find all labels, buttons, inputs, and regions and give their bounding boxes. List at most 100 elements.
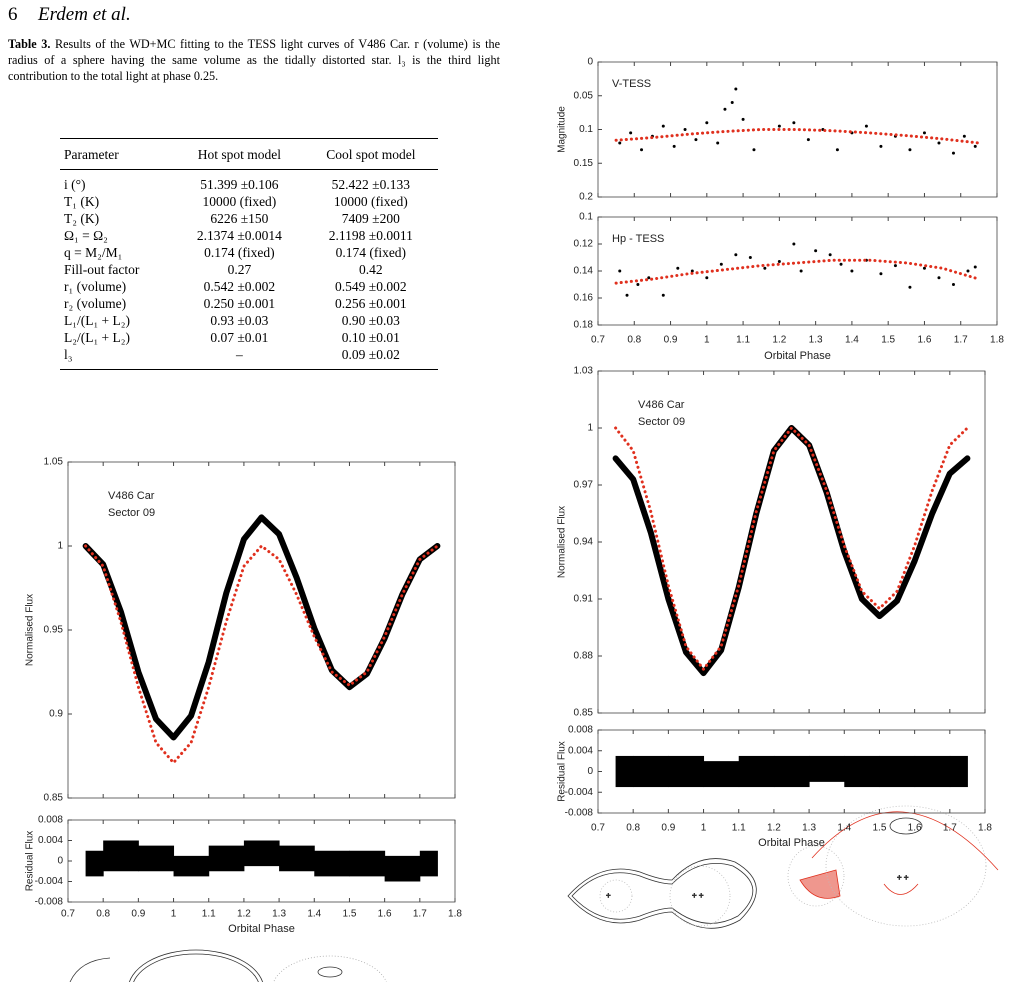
y-tick-label: 1 [57, 541, 63, 552]
annotation: Hp - TESS [612, 233, 664, 245]
y-axis-label: Magnitude [557, 106, 568, 153]
y-tick-label: 0.008 [38, 815, 63, 826]
y-axis-label: Normalised Flux [557, 506, 568, 578]
data-point [828, 253, 832, 257]
x-tick-label: 1.6 [378, 909, 392, 920]
x-tick-label: 1.1 [732, 823, 746, 834]
table-cell: – [236, 346, 243, 362]
data-point [908, 148, 912, 152]
x-tick-label: 1.2 [772, 335, 786, 346]
x-tick-label: 0.7 [61, 909, 75, 920]
data-point [973, 144, 977, 148]
model-curve [84, 544, 439, 765]
x-tick-label: 1 [171, 909, 177, 920]
data-point [973, 265, 977, 269]
x-tick-label: 1.7 [954, 335, 968, 346]
residual-band [773, 755, 810, 788]
data-point [792, 121, 796, 125]
x-tick-label: 1.7 [943, 823, 957, 834]
table-cell: 0.42 [359, 261, 383, 277]
y-tick-label: 0.94 [574, 537, 594, 548]
y-tick-label: 1.05 [44, 457, 64, 468]
chart: 0.85 0.9 0.95 1 1.05 Normalised Flux V486 Car S… [25, 457, 463, 935]
table-row: T₂ (K) 6226 ±150 7409 ±200 [60, 210, 438, 227]
data-point [922, 266, 926, 270]
residual-band [615, 755, 634, 788]
observed-curve [612, 425, 971, 677]
table-cell: 0.256 ±0.001 [335, 295, 407, 311]
table-cell: 7409 ±200 [341, 210, 400, 226]
y-tick-label: 0.1 [579, 124, 593, 135]
table-cell: 0.174 (fixed) [204, 244, 275, 260]
y-tick-label: -0.008 [35, 897, 64, 908]
residual-band [914, 755, 951, 788]
x-tick-label: 1.5 [343, 909, 357, 920]
y-axis-label: Normalised Flux [25, 594, 36, 666]
table-cell: 0.93 ±0.03 [210, 312, 269, 328]
data-point [723, 107, 727, 111]
x-tick-label: 1.8 [448, 909, 462, 920]
x-tick-label: 1.6 [908, 823, 922, 834]
y-tick-label: 0.1 [579, 212, 593, 223]
annotation: Sector 09 [638, 416, 685, 428]
data-point [741, 117, 745, 121]
y-tick-label: 0.05 [574, 90, 594, 101]
y-tick-label: 0.85 [574, 708, 594, 719]
y-axis-label: Residual Flux [25, 831, 36, 892]
y-tick-label: 0.16 [574, 293, 594, 304]
table-row: T₁ (K) 10000 (fixed) 10000 (fixed) [60, 193, 438, 210]
y-tick-label: 0.14 [574, 266, 594, 277]
x-axis-label: Orbital Phase [228, 923, 295, 935]
x-tick-label: 0.7 [591, 335, 605, 346]
table-cell: 51.399 ±0.106 [200, 176, 279, 192]
data-point [625, 293, 629, 297]
table-cell: T₁ (K) [64, 193, 100, 209]
x-tick-label: 0.9 [131, 909, 145, 920]
x-tick-label: 1.8 [978, 823, 992, 834]
svg-text:+ +: + + [897, 873, 909, 882]
caption-text: Results of the WD+MC fitting to the TESS… [8, 37, 500, 83]
data-point [922, 131, 926, 135]
table-caption: Table 3. Results of the WD+MC fitting to… [8, 36, 500, 84]
annotation: V486 Car [108, 490, 155, 502]
data-point [839, 262, 843, 266]
data-point [879, 144, 883, 148]
table-row: r₁ (volume) 0.542 ±0.002 0.549 ±0.002 [60, 278, 438, 295]
residual-band [703, 761, 740, 788]
residual-band [633, 755, 669, 788]
table-cell: 0.250 ±0.001 [203, 295, 276, 311]
table-row: L₁/(L₁ + L₂) 0.93 ±0.03 0.90 ±0.03 [60, 312, 438, 329]
table-cell: Ω₁ = Ω₂ [64, 227, 108, 243]
x-tick-label: 1.4 [307, 909, 321, 920]
header-row: Parameter Hot spot model Cool spot model [60, 138, 438, 170]
annotation: V486 Car [638, 399, 685, 411]
table-cell: 0.10 ±0.01 [341, 329, 400, 345]
authors: Erdem et al. [38, 4, 131, 25]
data-point [661, 293, 665, 297]
residual-band [349, 850, 386, 877]
table-cell: 2.1374 ±0.0014 [196, 227, 282, 243]
data-point [661, 124, 665, 128]
column-header: Hot spot model [175, 138, 304, 170]
table-cell: 0.90 ±0.03 [341, 312, 400, 328]
table-cell: 10000 (fixed) [333, 193, 408, 209]
residual-band [809, 755, 845, 782]
data-point [672, 144, 676, 148]
data-point [716, 141, 720, 145]
table-row: i (°) 51.399 ±0.106 52.422 ±0.133 [60, 170, 438, 194]
table-row: Fill-out factor 0.27 0.42 [60, 261, 438, 278]
svg-text:+ +: + + [692, 891, 704, 900]
data-point [966, 269, 970, 273]
y-tick-label: 1.03 [574, 366, 594, 377]
observed-curve [82, 514, 441, 741]
data-point [705, 121, 709, 125]
x-tick-label: 1.7 [413, 909, 427, 920]
data-point [629, 131, 633, 135]
x-tick-label: 1.2 [767, 823, 781, 834]
y-tick-label: 0.85 [44, 793, 64, 804]
x-tick-label: 0.8 [626, 823, 640, 834]
y-tick-label: 0 [587, 766, 593, 777]
y-tick-label: 0.18 [574, 320, 594, 331]
